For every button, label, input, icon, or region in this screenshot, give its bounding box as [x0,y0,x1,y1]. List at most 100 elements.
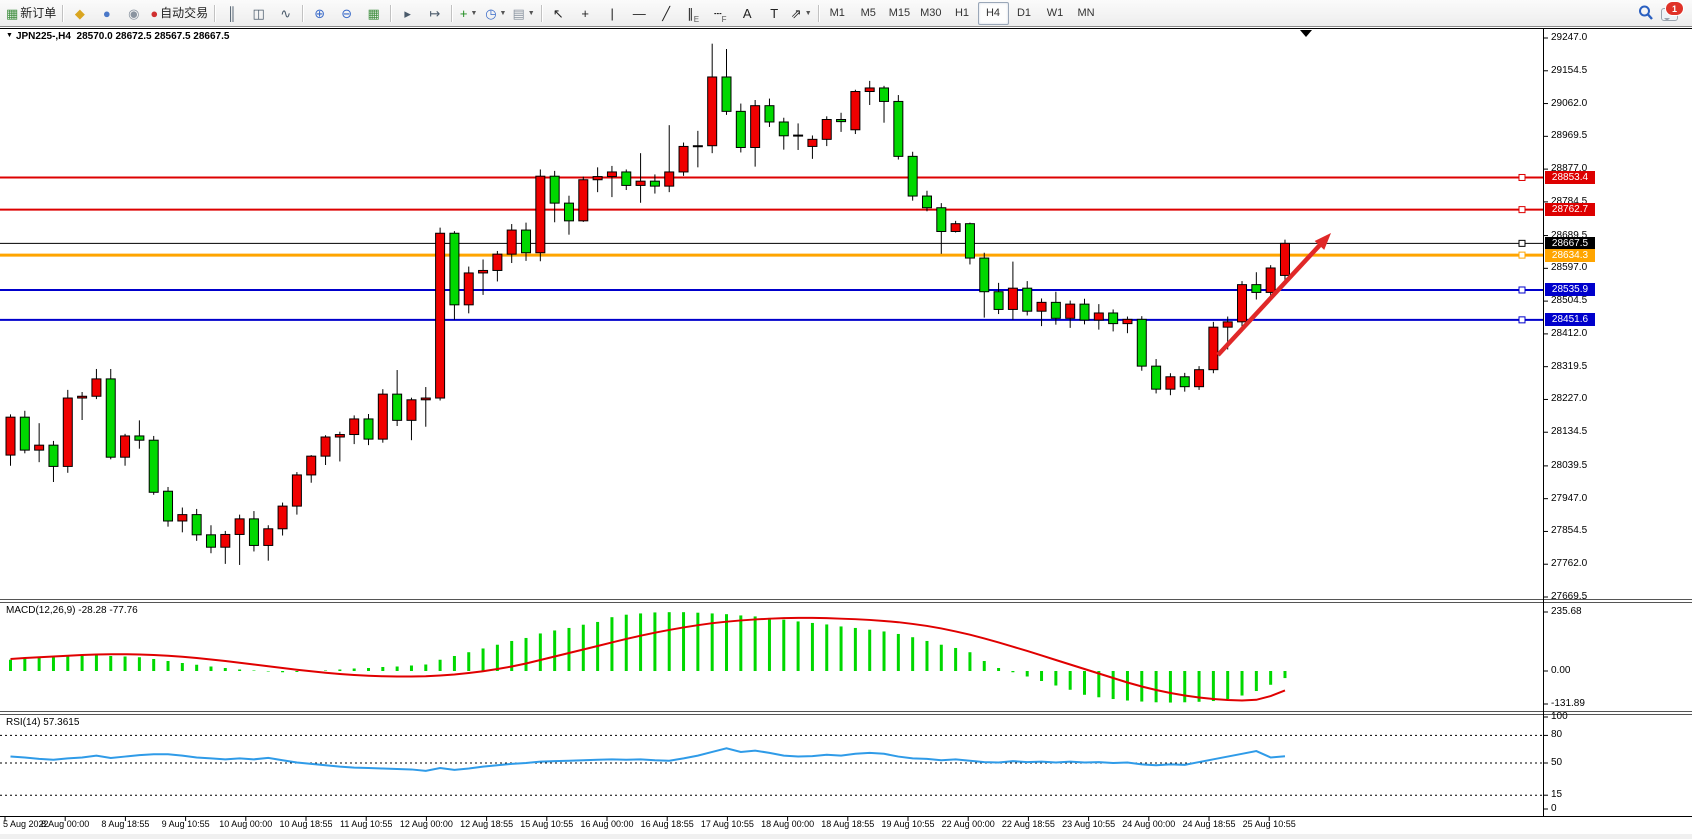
candle-body[interactable] [1036,301,1047,312]
candle-body[interactable] [821,119,832,140]
chart-shift-button[interactable]: ↦ [421,2,448,25]
candle-body[interactable] [5,416,16,456]
timeframe-m30-button[interactable]: M30 [920,6,942,19]
line-chart-button[interactable]: ∿ [272,2,299,25]
profile-button[interactable]: ● [93,2,120,25]
styler-button[interactable]: ◆ [66,2,93,25]
candle-body[interactable] [836,119,847,123]
dropdown-arrow-icon[interactable]: ▼ [499,9,507,17]
candle-body[interactable] [1122,318,1133,325]
candle-body[interactable] [291,474,302,507]
indicators-button[interactable]: + ▼ [455,2,482,25]
candle-body[interactable] [936,207,947,232]
candle-body[interactable] [62,397,73,467]
level-line-handle[interactable] [1518,316,1526,324]
bar-chart-button[interactable]: ║ [218,2,245,25]
candle-body[interactable] [392,393,403,421]
candle-body[interactable] [521,229,532,254]
candle-body[interactable] [234,518,245,535]
candle-body[interactable] [735,110,746,148]
candle-body[interactable] [177,514,188,522]
candle-body[interactable] [120,435,131,458]
chart-canvas[interactable] [0,28,1692,839]
candle-body[interactable] [248,518,259,546]
timeframe-m15-button[interactable]: M15 [888,6,911,19]
horizontal-line-button[interactable]: — [626,2,653,25]
dropdown-arrow-icon[interactable]: ▼ [527,9,535,17]
level-line-handle[interactable] [1518,206,1526,214]
level-line-handle[interactable] [1518,173,1526,181]
candle-body[interactable] [649,180,660,187]
candle-body[interactable] [1065,303,1076,319]
candle-body[interactable] [907,155,918,197]
candle-body[interactable] [879,87,890,102]
new-order-button[interactable]: ▦ 新订单 [3,2,59,25]
candle-body[interactable] [377,393,388,440]
timeframe-h1-button[interactable]: H1 [954,6,970,19]
timeframe-d1-button[interactable]: D1 [1016,6,1032,19]
candle-body[interactable] [77,395,88,399]
candle-body[interactable] [449,232,460,306]
candle-body[interactable] [578,179,589,222]
chevron-down-icon[interactable]: ▼ [6,32,13,39]
candle-body[interactable] [205,534,216,548]
candle-body[interactable] [191,514,202,536]
candle-body[interactable] [950,223,961,232]
crosshair-button[interactable]: + [572,2,599,25]
candle-body[interactable] [406,399,417,421]
candle-body[interactable] [764,105,775,123]
candle-body[interactable] [163,490,174,522]
auto-scroll-button[interactable]: ▸ [394,2,421,25]
candle-body[interactable] [1265,267,1276,293]
candle-body[interactable] [893,100,904,157]
candle-body[interactable] [635,180,646,186]
level-line-handle[interactable] [1518,251,1526,259]
candle-body[interactable] [1251,284,1262,293]
periods-button[interactable]: ◷ ▼ [482,2,509,25]
timeframe-w1-button[interactable]: W1 [1046,6,1064,19]
candle-body[interactable] [993,291,1004,310]
trendline-button[interactable]: ╱ [653,2,680,25]
candle-body[interactable] [363,418,374,440]
timeframe-mn-button[interactable]: MN [1077,6,1095,19]
candle-body[interactable] [492,253,503,271]
candle-body[interactable] [91,378,102,397]
candle-body[interactable] [678,145,689,173]
candle-body[interactable] [420,397,431,401]
candle-body[interactable] [778,121,789,137]
signals-button[interactable]: ◉ [120,2,147,25]
candle-body[interactable] [1208,326,1219,371]
vertical-line-button[interactable]: | [599,2,626,25]
chart-shift-marker[interactable] [1300,30,1312,37]
cursor-button[interactable]: ↖ [545,2,572,25]
candle-body[interactable] [1165,376,1176,390]
candle-body[interactable] [1179,376,1190,388]
candle-body[interactable] [707,76,718,147]
candle-body[interactable] [463,272,474,306]
candle-body[interactable] [48,444,59,467]
channel-button[interactable]: ∥ E [680,2,707,25]
candle-body[interactable] [334,434,345,438]
candle-body[interactable] [435,232,446,399]
candle-body[interactable] [1007,287,1018,310]
text-label-button[interactable]: T [761,2,788,25]
candle-body[interactable] [549,175,560,204]
timeframe-m5-button[interactable]: M5 [860,6,876,19]
candle-body[interactable] [750,105,761,148]
notifications-button[interactable]: 1 [1661,1,1684,23]
candle-body[interactable] [105,378,116,458]
candle-body[interactable] [535,175,546,254]
candle-body[interactable] [563,202,574,222]
candle-body[interactable] [864,87,875,93]
candle-body[interactable] [506,229,517,255]
candle-body[interactable] [692,145,703,148]
tile-windows-button[interactable]: ▦ [360,2,387,25]
candle-body[interactable] [1093,312,1104,321]
candle-body[interactable] [478,269,489,274]
trend-arrow-head[interactable] [1314,233,1331,250]
candle-body[interactable] [964,223,975,259]
candlestick-chart-button[interactable]: ◫ [245,2,272,25]
zoom-out-button[interactable]: ⊖ [333,2,360,25]
dropdown-arrow-icon[interactable]: ▼ [804,9,812,17]
templates-button[interactable]: ▤ ▼ [509,2,537,25]
